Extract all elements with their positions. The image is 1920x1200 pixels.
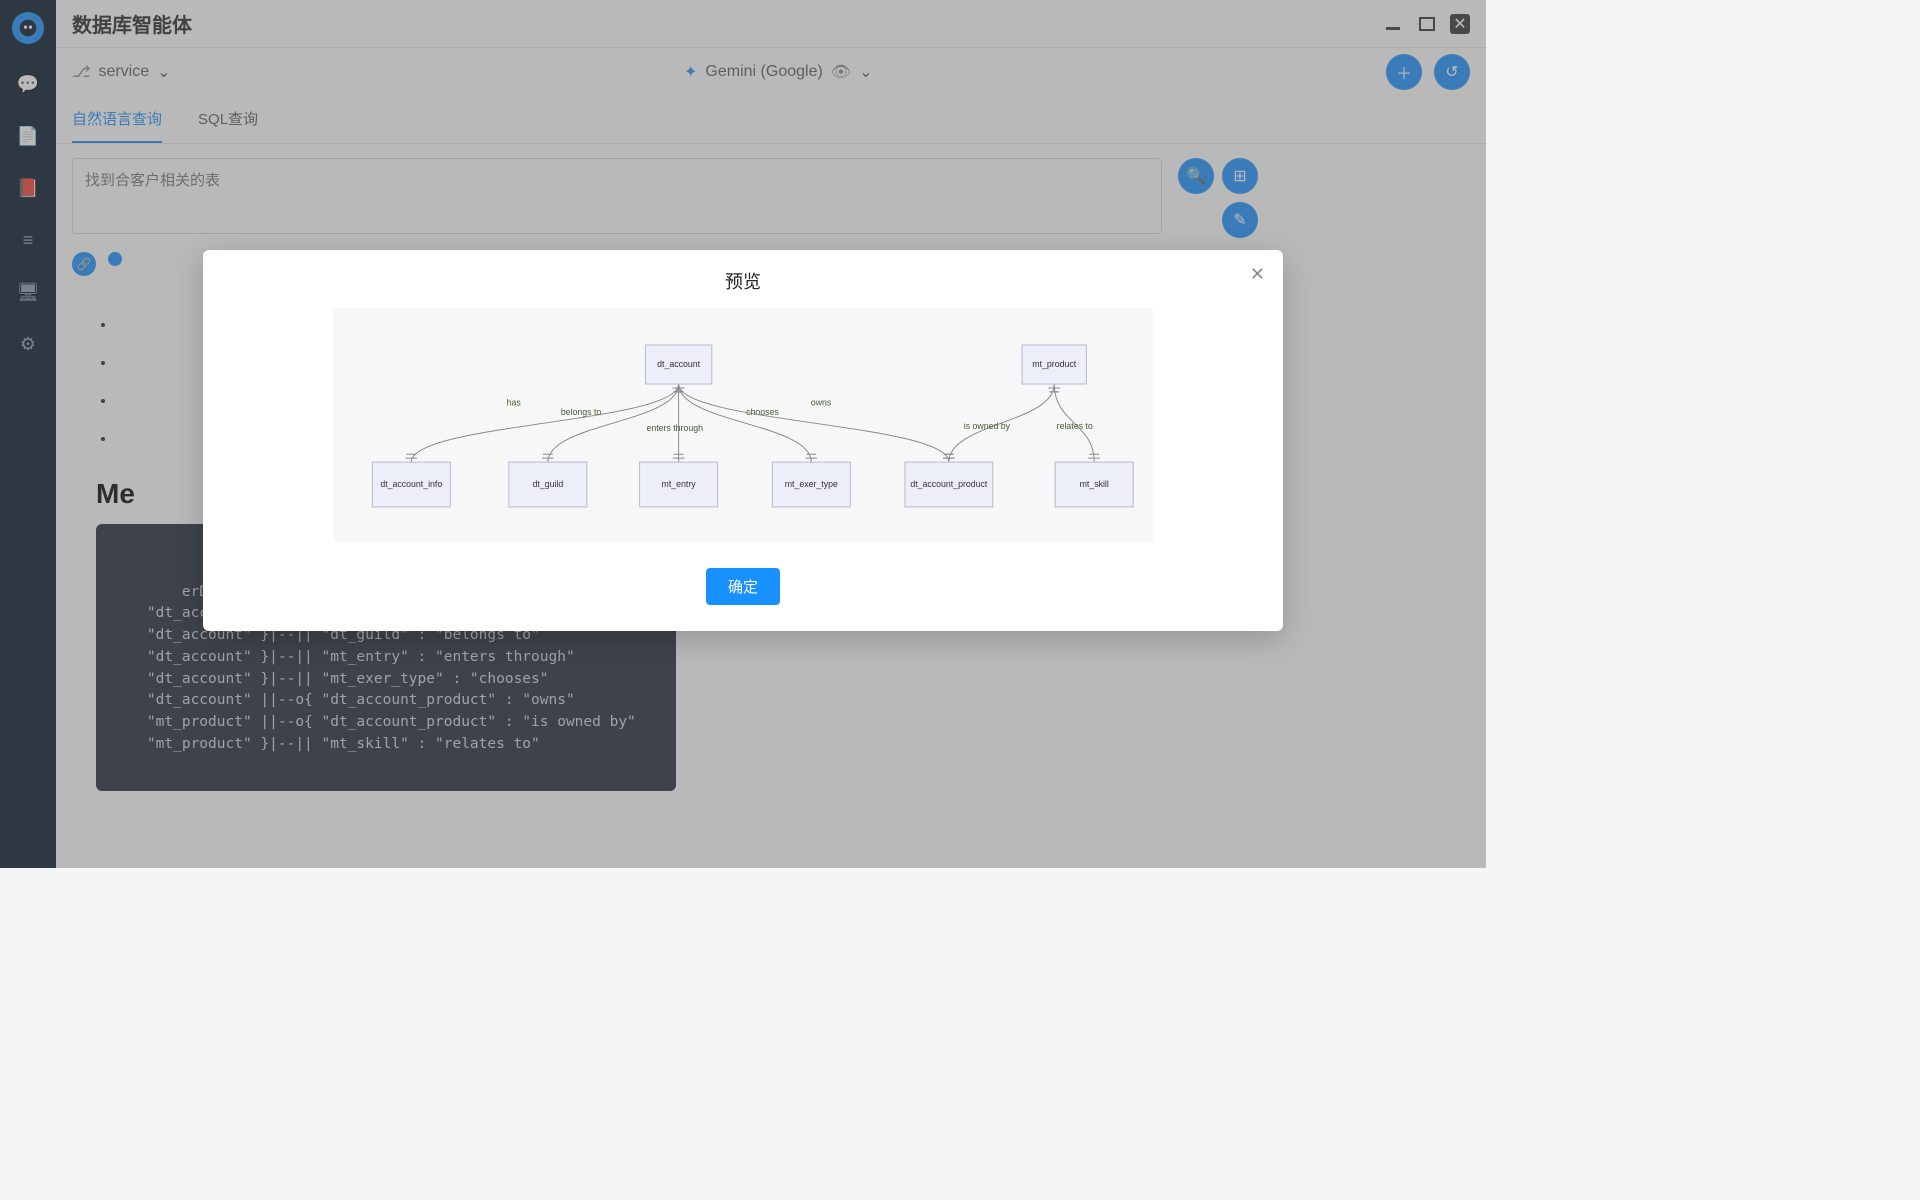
svg-text:dt_account_info: dt_account_info xyxy=(380,479,442,489)
ok-button[interactable]: 确定 xyxy=(706,568,780,605)
svg-text:chooses: chooses xyxy=(746,407,779,417)
er-diagram: has belongs to enters through chooses owns is… xyxy=(333,308,1153,542)
svg-text:mt_entry: mt_entry xyxy=(662,479,697,489)
modal-close-icon[interactable]: ✕ xyxy=(1250,264,1265,285)
svg-text:mt_product: mt_product xyxy=(1032,359,1076,369)
svg-text:is owned by: is owned by xyxy=(964,421,1011,431)
preview-modal: ✕ 预览 has belongs to enters through chooses o… xyxy=(203,250,1283,631)
svg-text:mt_exer_type: mt_exer_type xyxy=(785,479,838,489)
svg-text:relates to: relates to xyxy=(1057,421,1093,431)
svg-text:dt_account_product: dt_account_product xyxy=(910,479,988,489)
svg-text:mt_skill: mt_skill xyxy=(1080,479,1109,489)
svg-text:owns: owns xyxy=(811,397,832,407)
svg-text:enters through: enters through xyxy=(646,423,703,433)
svg-text:dt_account: dt_account xyxy=(657,359,700,369)
svg-text:has: has xyxy=(507,397,522,407)
svg-text:dt_guild: dt_guild xyxy=(533,479,564,489)
svg-text:belongs to: belongs to xyxy=(561,407,602,417)
modal-title: 预览 xyxy=(203,268,1283,294)
modal-overlay[interactable]: ✕ 预览 has belongs to enters through chooses o… xyxy=(0,0,1486,868)
